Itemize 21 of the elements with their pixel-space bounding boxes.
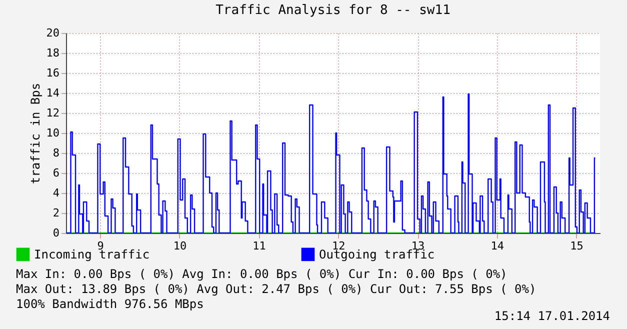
x-tick-label: 14: [490, 240, 504, 252]
y-tick-label: 6: [52, 166, 60, 180]
y-tick-label: 20: [46, 26, 60, 40]
text: Max In: 0.00 Bps ( 0%) Avg In: 0.00 Bps ( 0%) Cur In: 0.00 Bps ( 0%): [16, 267, 508, 281]
text: Max Out: 13.89 Bps ( 0%) Avg Out: 2.47 Bps ( 0%) Cur Out: 7.55 Bps ( 0%): [16, 282, 536, 296]
y-tick-label: 8: [52, 146, 60, 160]
y-tick-label: 0: [52, 226, 60, 240]
chart-title: Traffic Analysis for 8 -- sw11: [216, 3, 450, 18]
text: 15:14 17.01.2014: [494, 309, 610, 323]
y-tick-label: 12: [46, 106, 60, 120]
y-tick-label: 10: [46, 126, 60, 140]
y-tick-label: 16: [46, 66, 60, 80]
y-tick-label: 2: [52, 206, 60, 220]
text: 100% Bandwidth 976.56 MBps: [16, 297, 204, 311]
y-axis-title: traffic in Bps: [28, 82, 42, 184]
x-tick-label: 15: [570, 240, 584, 252]
y-tick-label: 4: [52, 186, 60, 200]
y-tick-label: 14: [46, 86, 60, 100]
x-tick-label: 10: [173, 240, 187, 252]
y-tick-label: 18: [46, 46, 60, 60]
x-tick-label: 11: [252, 240, 266, 252]
